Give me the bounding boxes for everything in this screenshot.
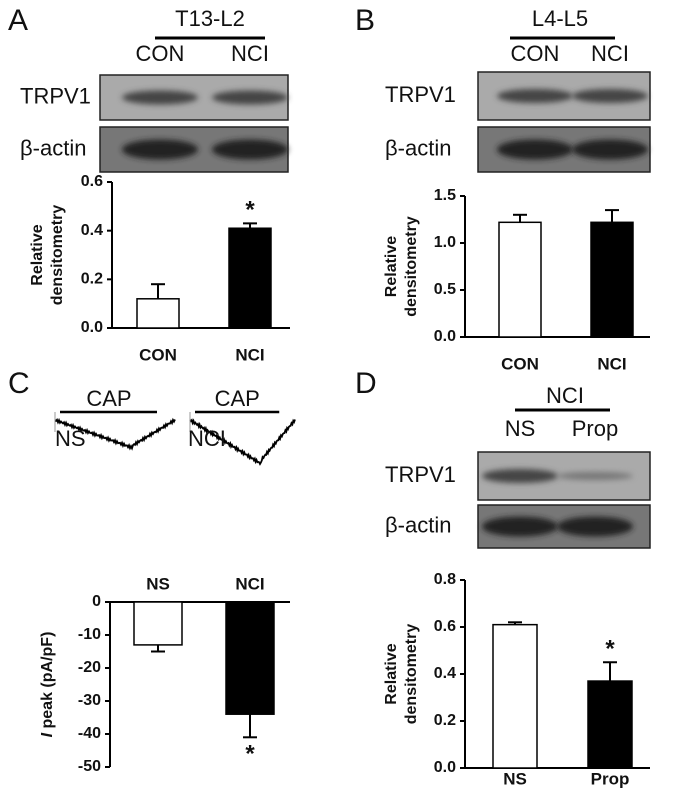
bar: [492, 623, 538, 769]
y-tick-label: 0.6: [434, 618, 456, 635]
recording-label: NS: [55, 426, 86, 451]
band: [212, 139, 288, 160]
row-label: TRPV1: [20, 83, 91, 108]
x-tick-label: NCI: [235, 345, 264, 364]
x-tick-label: NCI: [235, 574, 264, 593]
band: [482, 516, 558, 537]
bar: [133, 601, 183, 646]
y-tick-label: -40: [78, 725, 101, 742]
bar: [228, 227, 272, 329]
band: [572, 139, 648, 160]
y-tick-label: 0.6: [81, 173, 103, 190]
lane-label: NCI: [591, 41, 629, 66]
band: [497, 89, 573, 103]
blot-group: NCI: [546, 383, 584, 408]
lane-label: Prop: [572, 416, 618, 441]
blot-group: T13-L2: [175, 6, 245, 31]
y-axis-label: I peak (pA/pF): [39, 632, 56, 738]
y-tick-label: 1.5: [434, 187, 456, 204]
bar: [136, 298, 180, 329]
y-tick-label: 0.4: [434, 665, 456, 682]
y-tick-label: -50: [78, 758, 101, 775]
x-tick-label: NCI: [597, 354, 626, 373]
blot-group: L4-L5: [532, 6, 588, 31]
row-label: β-actin: [385, 512, 451, 537]
current-trace: [54, 417, 176, 451]
band: [122, 139, 198, 160]
band: [212, 90, 288, 105]
bar: [590, 221, 634, 338]
band: [557, 472, 633, 480]
current-trace: [189, 418, 296, 466]
y-tick-label: -30: [78, 692, 101, 709]
x-tick-label: CON: [139, 345, 177, 364]
row-label: TRPV1: [385, 82, 456, 107]
panel-label: B: [355, 4, 375, 37]
y-label-text: peak (pA/pF): [39, 632, 56, 733]
stimulus-label: CAP: [215, 386, 260, 411]
y-tick-label: 0.2: [434, 712, 456, 729]
band: [482, 469, 558, 483]
bar: [498, 221, 542, 338]
y-axis-label: Relative: [383, 236, 400, 297]
bar: [225, 601, 275, 715]
row-label: β-actin: [385, 135, 451, 160]
y-tick-label: 0.8: [434, 571, 456, 588]
significance: *: [245, 197, 255, 224]
y-tick-label: 0.5: [434, 281, 456, 298]
y-axis-label: Relative: [29, 224, 46, 285]
x-tick-label: NS: [503, 769, 527, 788]
lane-label: CON: [511, 41, 560, 66]
recording-label: NCI: [188, 426, 226, 451]
y-tick-label: 0: [92, 593, 101, 610]
band: [497, 139, 573, 160]
y-tick-label: 0.0: [434, 328, 456, 345]
y-axis-label: densitometry: [49, 205, 66, 306]
y-axis-label: Relative: [383, 643, 400, 704]
y-axis-label: densitometry: [403, 216, 420, 317]
y-tick-label: 0.0: [434, 759, 456, 776]
panel-label: A: [8, 4, 28, 37]
lane-label: NCI: [231, 41, 269, 66]
row-label: β-actin: [20, 135, 86, 160]
band: [557, 516, 633, 537]
y-tick-label: 1.0: [434, 234, 456, 251]
lane-label: NS: [505, 416, 536, 441]
band: [122, 90, 198, 105]
bar: [587, 680, 633, 769]
x-tick-label: CON: [501, 354, 539, 373]
panel-label: C: [8, 367, 30, 400]
band: [572, 89, 648, 103]
y-tick-label: 0.0: [81, 319, 103, 336]
row-label: TRPV1: [385, 462, 456, 487]
panel-label: D: [355, 367, 377, 400]
y-tick-label: 0.4: [81, 222, 103, 239]
y-axis-label: densitometry: [403, 624, 420, 725]
significance: *: [605, 636, 615, 663]
y-tick-label: -10: [78, 626, 101, 643]
y-tick-label: -20: [78, 659, 101, 676]
x-tick-label: Prop: [591, 769, 630, 788]
y-label-italic: I: [39, 732, 56, 737]
stimulus-label: CAP: [86, 386, 131, 411]
x-tick-label: NS: [146, 574, 170, 593]
y-tick-label: 0.2: [81, 271, 103, 288]
significance: *: [245, 741, 255, 768]
lane-label: CON: [136, 41, 185, 66]
